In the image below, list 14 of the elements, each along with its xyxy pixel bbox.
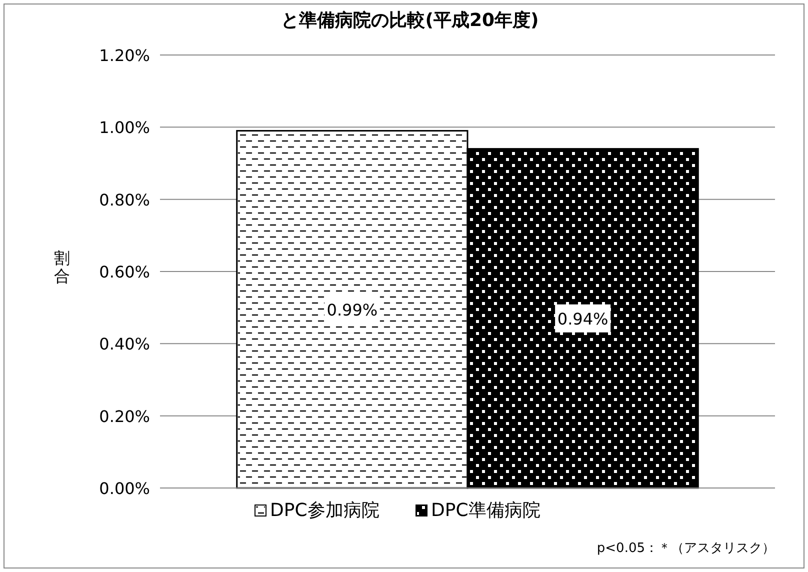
chart-title: と準備病院の比較(平成20年度) xyxy=(281,10,539,31)
legend-label: DPC準備病院 xyxy=(431,500,540,521)
y-tick-label: 0.80% xyxy=(99,190,150,210)
text: p<0.05：＊（アスタリスク） xyxy=(596,541,775,556)
y-tick-label: 0.20% xyxy=(99,406,150,426)
y-tick-label: 1.00% xyxy=(99,118,150,138)
y-tick-label: 0.40% xyxy=(99,334,150,354)
y-tick-label: 1.20% xyxy=(99,46,150,65)
text: 0.99% xyxy=(326,300,378,320)
legend-label: DPC参加病院 xyxy=(270,500,380,521)
y-tick-label: 0.00% xyxy=(99,479,150,498)
y-tick-label: 0.60% xyxy=(99,262,150,282)
text: 0.94% xyxy=(557,309,608,328)
y-axis-title: 割合 xyxy=(54,248,70,286)
